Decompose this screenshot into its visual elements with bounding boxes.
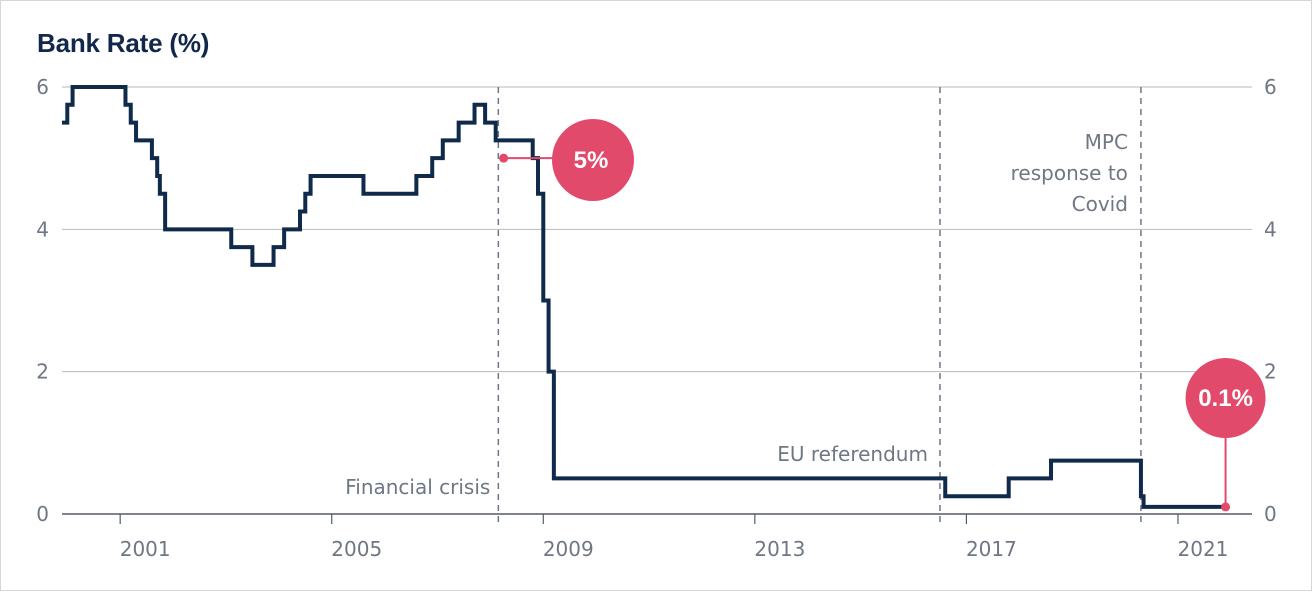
y-tick-label-left: 0 — [36, 502, 49, 526]
x-tick-label: 2005 — [331, 537, 382, 561]
y-tick-label-right: 6 — [1264, 75, 1277, 99]
bank-rate-line — [62, 85, 1226, 509]
y-tick-label-left: 2 — [36, 360, 49, 384]
callout-point — [1221, 502, 1231, 512]
annotation-label-eu-referendum: EU referendum — [777, 442, 928, 466]
x-tick-label: 2021 — [1178, 537, 1229, 561]
y-tick-label-left: 6 — [36, 75, 49, 99]
callout-label-01pct: 0.1% — [1198, 385, 1253, 412]
annotation-label-financial-crisis: Financial crisis — [345, 475, 490, 499]
x-tick-label: 2017 — [966, 537, 1017, 561]
x-tick-label: 2009 — [543, 537, 594, 561]
callout-bubble-01pct — [1185, 358, 1266, 438]
x-tick-label: 2001 — [120, 537, 171, 561]
chart-title: Bank Rate (%) — [37, 28, 210, 58]
y-tick-label-right: 4 — [1264, 217, 1277, 241]
y-tick-label-right: 0 — [1264, 502, 1277, 526]
annotation-label-covid: MPC response to Covid — [1011, 130, 1128, 216]
callout-point — [499, 153, 509, 163]
y-tick-label-right: 2 — [1264, 360, 1277, 384]
callout-bubble-5pct — [552, 119, 634, 201]
x-tick-label: 2013 — [754, 537, 805, 561]
y-tick-label-left: 4 — [36, 217, 49, 241]
callout-label-5pct: 5% — [574, 147, 609, 174]
